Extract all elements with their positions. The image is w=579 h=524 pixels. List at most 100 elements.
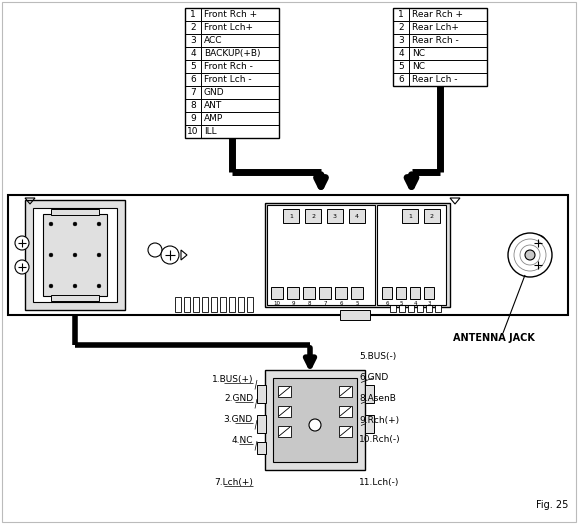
Circle shape [97, 253, 101, 257]
Text: 2: 2 [398, 23, 404, 32]
Text: 8: 8 [190, 101, 196, 110]
Text: 2: 2 [311, 213, 315, 219]
Bar [175, 297, 181, 312]
Bar [339, 386, 352, 397]
Bar [278, 426, 291, 437]
Circle shape [97, 284, 101, 288]
Text: NC: NC [412, 49, 425, 58]
Bar [349, 209, 365, 223]
Text: Front Lch -: Front Lch - [204, 75, 252, 84]
Bar [305, 209, 321, 223]
Text: 6.GND: 6.GND [359, 373, 389, 382]
Text: 4: 4 [413, 301, 417, 306]
Text: Front Rch +: Front Rch + [204, 10, 257, 19]
Text: 1: 1 [408, 213, 412, 219]
Bar [25, 200, 125, 310]
Bar [339, 426, 352, 437]
Text: 7.Lch(+): 7.Lch(+) [214, 478, 253, 487]
Text: 9: 9 [291, 301, 295, 306]
Text: 6: 6 [398, 75, 404, 84]
Text: 7: 7 [190, 88, 196, 97]
Circle shape [530, 235, 546, 251]
Text: 1: 1 [398, 10, 404, 19]
Bar [43, 214, 107, 296]
Text: 6: 6 [190, 75, 196, 84]
Text: 4: 4 [355, 213, 359, 219]
Bar [238, 297, 244, 312]
Circle shape [15, 236, 29, 250]
Text: BACKUP(+B): BACKUP(+B) [204, 49, 261, 58]
Text: 5: 5 [400, 301, 403, 306]
Bar [184, 297, 190, 312]
Circle shape [49, 253, 53, 257]
Circle shape [73, 222, 77, 226]
Bar [390, 297, 396, 312]
Bar [267, 205, 375, 305]
Text: ILL: ILL [204, 127, 217, 136]
Circle shape [15, 260, 29, 274]
Bar [424, 209, 440, 223]
Bar [278, 406, 291, 417]
Text: 3: 3 [190, 36, 196, 45]
Text: 2: 2 [430, 213, 434, 219]
Bar [402, 209, 418, 223]
Text: 4: 4 [398, 49, 404, 58]
Text: 3: 3 [333, 213, 337, 219]
Bar [319, 287, 331, 299]
Bar [220, 297, 226, 312]
Bar [327, 209, 343, 223]
Text: 5.BUS(-): 5.BUS(-) [359, 352, 396, 361]
Bar [303, 287, 315, 299]
Text: 9: 9 [190, 114, 196, 123]
Bar [393, 8, 487, 86]
Bar [382, 287, 392, 299]
Bar [417, 297, 423, 312]
Bar [410, 287, 420, 299]
Text: 11.Lch(-): 11.Lch(-) [359, 478, 400, 487]
Bar [287, 287, 299, 299]
Text: 5: 5 [398, 62, 404, 71]
Bar [278, 386, 291, 397]
Text: Rear Lch+: Rear Lch+ [412, 23, 459, 32]
Circle shape [148, 243, 162, 257]
Bar [265, 370, 365, 470]
Circle shape [73, 253, 77, 257]
Circle shape [161, 246, 179, 264]
Bar [339, 406, 352, 417]
Bar [257, 385, 266, 403]
Circle shape [520, 245, 540, 265]
Text: 6: 6 [339, 301, 343, 306]
Text: ACC: ACC [204, 36, 222, 45]
Text: 2: 2 [190, 23, 196, 32]
Bar [377, 205, 446, 305]
Text: 1: 1 [190, 10, 196, 19]
Bar [408, 297, 414, 312]
Bar [33, 208, 117, 302]
Bar [399, 297, 405, 312]
Bar [365, 385, 374, 403]
Text: 5: 5 [356, 301, 359, 306]
Circle shape [514, 239, 546, 271]
Text: 8.AsenB: 8.AsenB [359, 394, 396, 403]
Text: Rear Lch -: Rear Lch - [412, 75, 457, 84]
Bar [396, 287, 406, 299]
Text: ANT: ANT [204, 101, 222, 110]
Text: 3: 3 [398, 36, 404, 45]
Circle shape [530, 257, 546, 273]
Text: 3: 3 [427, 301, 431, 306]
Text: 5: 5 [190, 62, 196, 71]
Text: 6: 6 [385, 301, 389, 306]
Bar [435, 297, 441, 312]
Text: Front Lch+: Front Lch+ [204, 23, 253, 32]
Text: AMP: AMP [204, 114, 223, 123]
Bar [265, 203, 450, 307]
Text: 7: 7 [323, 301, 327, 306]
Bar [335, 287, 347, 299]
Text: 4.NC: 4.NC [232, 436, 253, 445]
Bar [365, 415, 374, 433]
Bar [185, 8, 279, 138]
Circle shape [508, 233, 552, 277]
Bar [424, 287, 434, 299]
Circle shape [73, 284, 77, 288]
Bar [229, 297, 235, 312]
